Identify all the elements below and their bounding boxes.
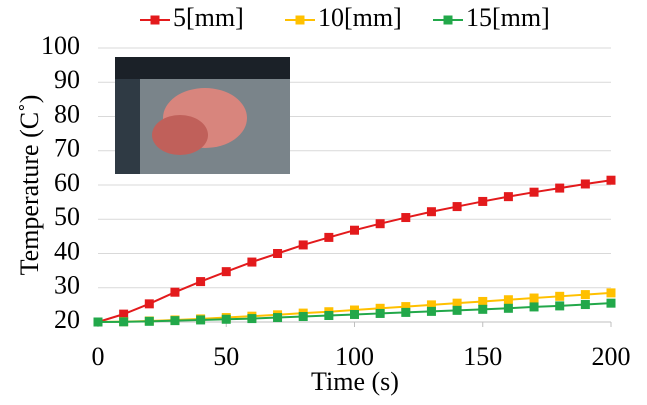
x-tick-label: 200: [592, 342, 631, 371]
point: [324, 311, 333, 320]
photo: [115, 57, 290, 174]
x-tick-label: 50: [213, 342, 239, 371]
point: [247, 258, 256, 267]
photo-top: [115, 57, 290, 79]
point: [299, 312, 308, 321]
point: [196, 315, 205, 324]
point: [555, 184, 564, 193]
point: [504, 192, 513, 201]
point: [350, 226, 359, 235]
point: [504, 304, 513, 313]
point: [453, 202, 462, 211]
point: [453, 306, 462, 315]
point: [273, 313, 282, 322]
point: [401, 308, 410, 317]
point: [530, 188, 539, 197]
y-tick-label: 60: [54, 168, 80, 197]
page: {"chart_data": {"type": "line", "x_label…: [0, 0, 647, 405]
point: [530, 294, 539, 303]
legend-marker: [296, 16, 305, 25]
point: [170, 288, 179, 297]
legend-label: 10[mm]: [318, 3, 402, 32]
y-axis-label: Temperature (C˚): [15, 95, 44, 276]
point: [478, 297, 487, 306]
x-tick-label: 100: [335, 342, 374, 371]
x-axis-label: Time (s): [311, 367, 399, 396]
point: [145, 299, 154, 308]
point: [273, 249, 282, 258]
y-tick-label: 80: [54, 99, 80, 128]
x-tick-label: 0: [92, 342, 105, 371]
y-tick-label: 90: [54, 65, 80, 94]
point: [581, 290, 590, 299]
point: [376, 219, 385, 228]
point: [324, 233, 333, 242]
legend-marker: [151, 16, 160, 25]
point: [555, 292, 564, 301]
point: [478, 197, 487, 206]
point: [119, 317, 128, 326]
y-tick-label: 50: [54, 202, 80, 231]
point: [376, 309, 385, 318]
point: [427, 307, 436, 316]
point: [247, 314, 256, 323]
point: [530, 302, 539, 311]
point: [607, 288, 616, 297]
x-tick-label: 150: [463, 342, 502, 371]
photo-tissue-part: [152, 115, 208, 155]
y-tick-label: 70: [54, 134, 80, 163]
y-tick-label: 20: [54, 305, 80, 334]
legend-label: 5[mm]: [173, 3, 244, 32]
point: [427, 207, 436, 216]
chart: Time (s) Temperature (C˚) 20 30 40 50 60 70 80…: [0, 0, 647, 405]
point: [196, 277, 205, 286]
y-tick-label: 100: [41, 31, 80, 60]
point: [581, 300, 590, 309]
y-tick-label: 30: [54, 271, 80, 300]
point: [299, 240, 308, 249]
point: [607, 299, 616, 308]
point: [401, 213, 410, 222]
legend-label: 15[mm]: [466, 3, 550, 32]
point: [555, 301, 564, 310]
point: [581, 179, 590, 188]
point: [222, 267, 231, 276]
point: [145, 317, 154, 326]
point: [478, 305, 487, 314]
point: [170, 316, 179, 325]
y-tick-label: 40: [54, 236, 80, 265]
point: [607, 176, 616, 185]
point: [94, 318, 103, 327]
point: [222, 315, 231, 324]
point: [350, 310, 359, 319]
point: [504, 295, 513, 304]
legend-marker: [444, 16, 453, 25]
